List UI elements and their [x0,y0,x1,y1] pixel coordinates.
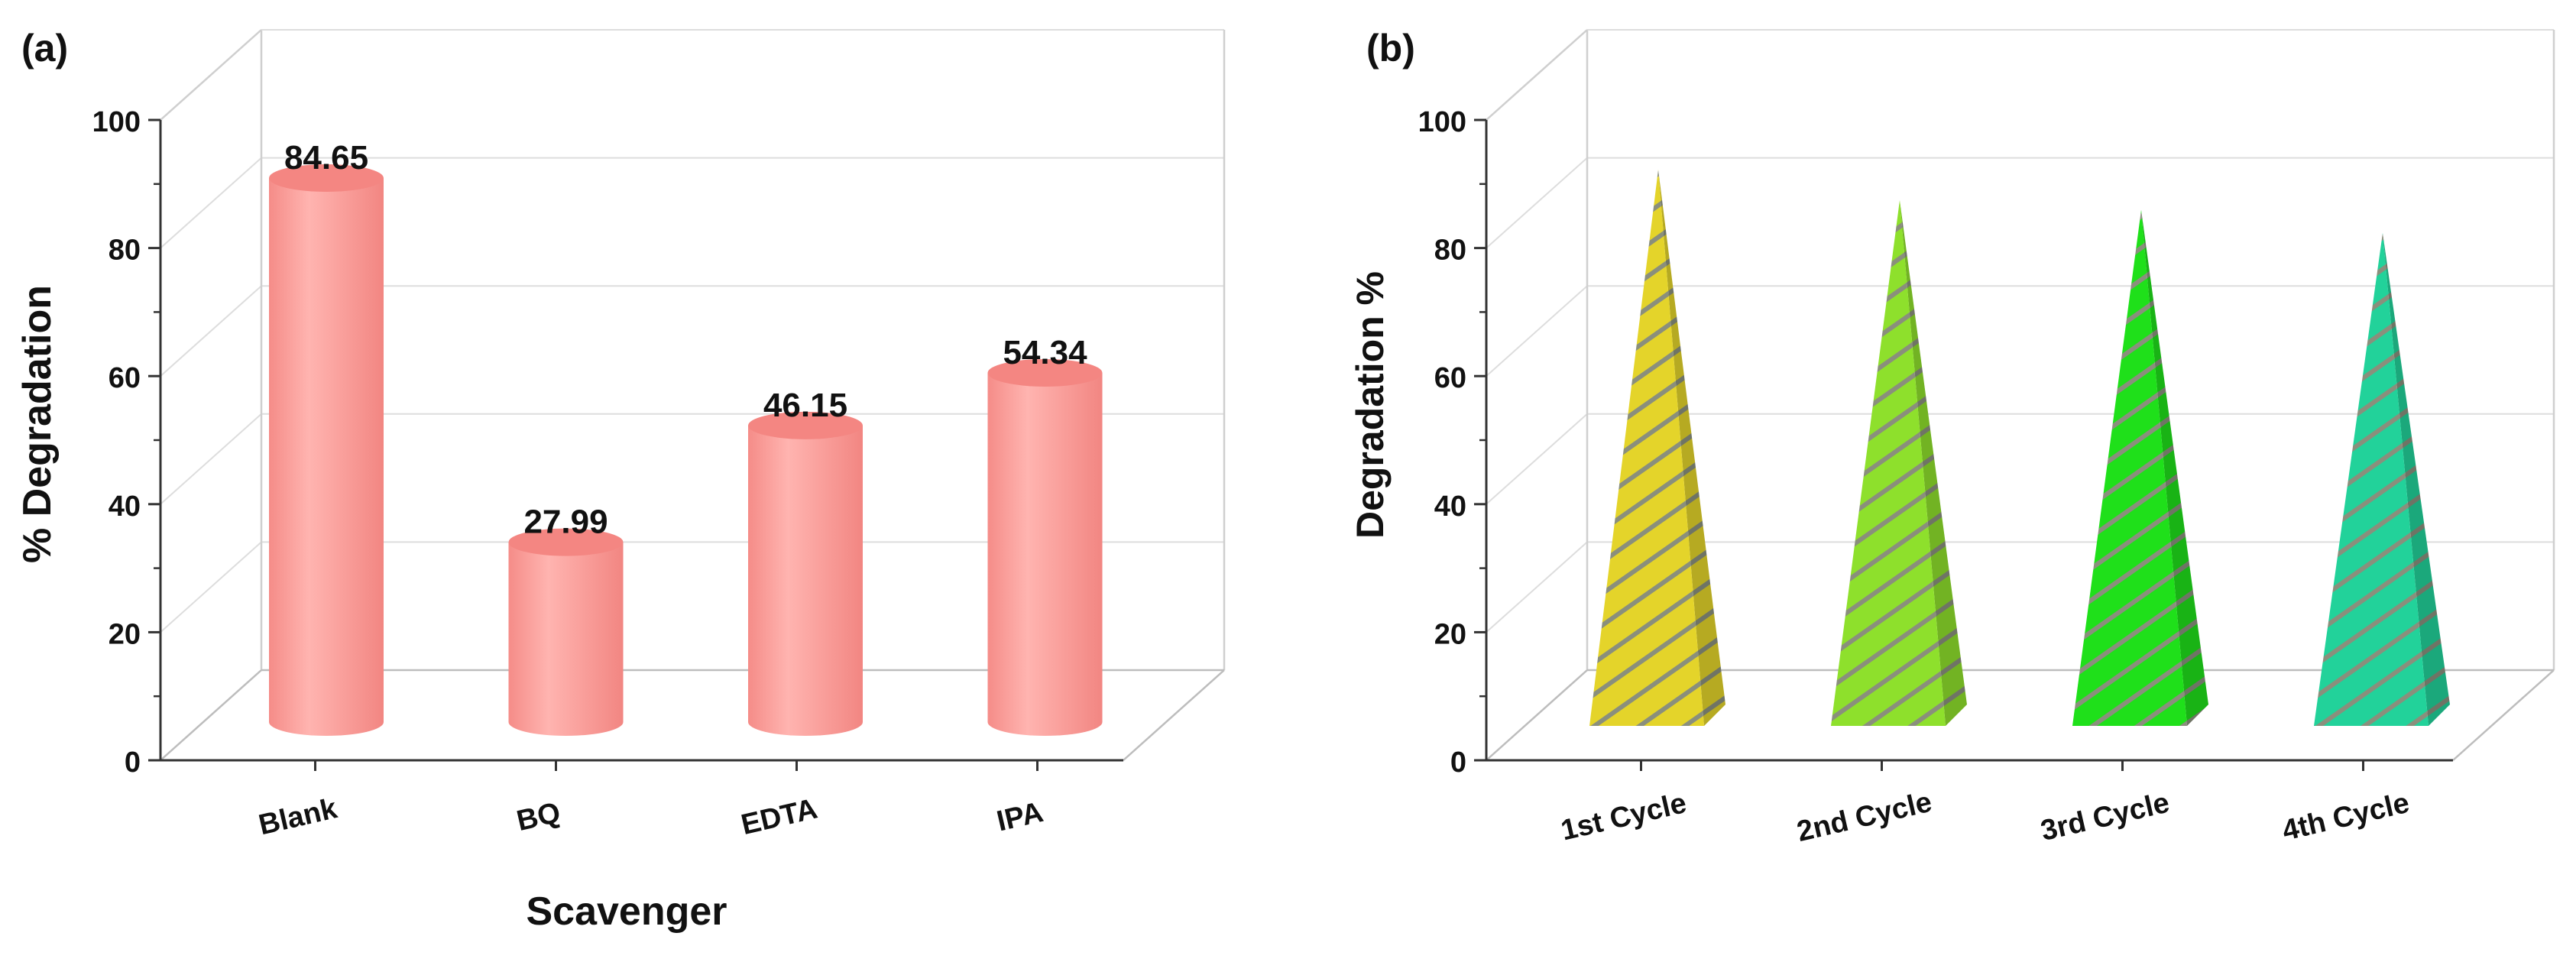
pyramid-side-face [2141,209,2208,726]
axes-b [1485,29,2555,762]
x-tick-label-3rd-cycle: 3rd Cycle [2038,787,2173,847]
data-labels-a: 84.65 27.99 46.15 54.34 [284,139,1087,541]
side-gridline [160,413,262,505]
pyramid-front-face [2314,232,2429,726]
pyramid-front-face [2072,209,2187,726]
bars-a [269,164,1103,736]
cylinder-body [508,542,624,736]
y-tick-label-0: 0 [1450,747,1466,779]
side-gridline [160,541,262,633]
y-tick-label-80: 80 [1434,235,1466,267]
pyramid-bar-4th-cycle [2314,232,2450,726]
y-tick-label-60: 60 [109,362,141,394]
y-tick-label-40: 40 [109,491,141,523]
cylinder-bar-edta [748,411,863,736]
floor-right-edge [2452,669,2555,761]
cylinder-bar-ipa [987,358,1103,736]
cylinder-body [987,372,1103,736]
y-axis-title-a: % Degradation [15,285,60,563]
x-tick-label-4th-cycle: 4th Cycle [2280,787,2412,847]
x-tick-label-1st-cycle: 1st Cycle [1558,787,1690,847]
side-gridline [1486,413,1588,505]
cylinder-top [269,164,384,192]
side-gridline [1486,541,1588,633]
x-tick-label-blank: Blank [256,792,341,841]
x-ticks-b: 1st Cycle 2nd Cycle 3rd Cycle 4th Cycle [1558,760,2412,848]
top-side-edge [1486,29,1588,121]
y-tick-label-20: 20 [1434,618,1466,650]
pyramids-b [1589,170,2450,726]
y-tick-label-80: 80 [109,235,141,267]
x-axis-title-a: Scavenger [526,889,727,934]
pyramid-front-face [1589,170,1704,726]
panel-label-b: (b) [1366,27,1415,70]
side-gridline [160,157,262,249]
data-label-ipa: 54.34 [1003,334,1087,371]
cylinder-body [269,178,384,736]
floor-right-edge [1123,669,1225,761]
y-ticks-a: 0 20 40 60 80 100 [92,106,160,779]
side-gridline [160,285,262,377]
data-label-bq: 27.99 [523,504,608,541]
cylinder-bar-bq [508,528,624,736]
pyramid-side-face [1900,199,1967,726]
x-ticks-a: Blank BQ EDTA IPA [256,760,1046,841]
y-axis-title-b: Degradation % [1349,271,1392,539]
y-tick-label-60: 60 [1434,362,1466,394]
data-label-blank: 84.65 [284,139,368,177]
x-tick-label-bq: BQ [514,796,563,837]
x-tick-label-ipa: IPA [994,796,1046,838]
x-tick-label-edta: EDTA [738,793,820,842]
data-label-edta: 46.15 [763,387,847,424]
y-tick-label-0: 0 [125,747,141,779]
side-gridline [1486,285,1588,377]
side-gridline [1486,157,1588,249]
y-tick-label-40: 40 [1434,491,1466,523]
cylinder-bar-blank [269,164,384,736]
pyramid-front-face [1831,199,1946,726]
pyramid-bar-3rd-cycle [2072,209,2208,726]
cylinder-top [508,528,624,556]
top-side-edge [160,29,262,121]
chart-panel-a: (a) 0 20 40 60 80 100 Blank BQ EDTA IPA 84.65 27.… [15,27,1226,934]
y-ticks-b: 0 20 40 60 80 100 [1418,106,1486,779]
y-tick-label-100: 100 [92,106,141,138]
cylinder-body [748,425,863,736]
pyramid-bar-2nd-cycle [1831,199,1967,726]
pyramid-bar-1st-cycle [1589,170,1725,726]
cylinder-top [748,411,863,439]
panel-label-a: (a) [21,27,68,70]
pyramid-side-face [2383,232,2450,726]
pyramid-side-face [1658,170,1725,726]
cylinder-top [987,358,1103,387]
y-tick-label-100: 100 [1418,106,1466,138]
chart-panel-b: (b) 0 20 40 60 80 100 1st Cycle 2nd Cycle 3rd C… [1349,27,2555,848]
floor-left-edge [160,669,262,761]
floor-left-edge [1486,669,1588,761]
y-tick-label-20: 20 [109,618,141,650]
x-tick-label-2nd-cycle: 2nd Cycle [1794,786,1935,848]
